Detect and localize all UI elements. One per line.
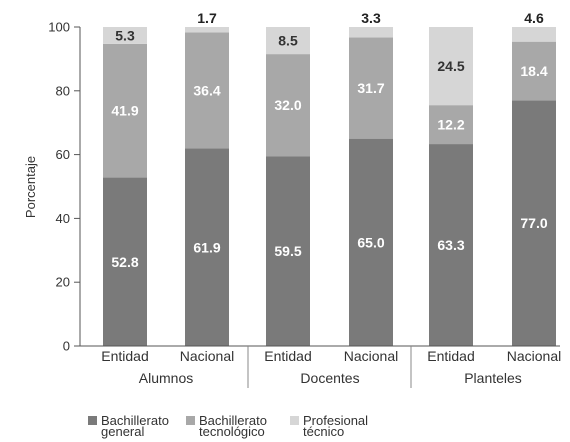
y-tick-label: 40 <box>56 211 70 226</box>
data-label: 4.6 <box>524 10 544 26</box>
legend-swatch <box>186 416 195 425</box>
data-label: 24.5 <box>437 58 464 74</box>
legend: BachilleratogeneralBachilleratotecnológi… <box>88 413 368 439</box>
y-tick-label: 60 <box>56 147 70 162</box>
bar-segment <box>429 105 473 145</box>
bar-segment <box>103 43 147 178</box>
y-tick-label: 100 <box>48 20 70 35</box>
data-label: 8.5 <box>278 33 298 49</box>
data-label: 63.3 <box>437 237 464 253</box>
data-label: 52.8 <box>111 254 138 270</box>
bar-segment <box>266 54 310 157</box>
data-label: 12.2 <box>437 117 464 133</box>
data-label: 41.9 <box>111 103 138 119</box>
bar-segment <box>266 156 310 346</box>
legend-label: técnico <box>303 424 344 439</box>
y-axis: 0 20 40 60 80 100 <box>48 20 81 354</box>
bar-segment <box>512 100 556 347</box>
data-label: 36.4 <box>193 82 220 98</box>
legend-label: Profesional <box>303 413 368 428</box>
data-label: 77.0 <box>520 215 547 231</box>
x-category-label: Entidad <box>427 348 474 364</box>
x-group-label: Docentes <box>300 370 359 386</box>
legend-swatch <box>88 416 97 425</box>
data-label: 65.0 <box>357 234 384 250</box>
data-label: 5.3 <box>115 27 135 43</box>
x-category-label: Entidad <box>101 348 148 364</box>
bar-segment <box>103 177 147 346</box>
x-category-label: Nacional <box>344 348 398 364</box>
data-label: 3.3 <box>361 10 381 26</box>
legend-label: Bachillerato <box>199 413 267 428</box>
data-label: 61.9 <box>193 239 220 255</box>
legend-label: Bachillerato <box>101 413 169 428</box>
x-group-label: Alumnos <box>139 370 193 386</box>
bar-segment <box>349 138 393 346</box>
data-label: 31.7 <box>357 80 384 96</box>
bar-segment <box>349 27 393 38</box>
bar-segment <box>185 32 229 149</box>
y-axis-title: Porcentaje <box>23 156 38 218</box>
x-category-label: Entidad <box>264 348 311 364</box>
bar-segment <box>429 144 473 346</box>
bar-segment <box>103 27 147 44</box>
bars: 52.8 41.9 5.3 61.9 36.4 1.7 59.5 32.0 8.5 65.0 31.… <box>103 10 556 347</box>
x-category-label: Nacional <box>507 348 561 364</box>
y-tick-label: 20 <box>56 275 70 290</box>
bar-segment <box>266 27 310 55</box>
bar-segment <box>185 27 229 33</box>
y-tick-label: 80 <box>56 83 70 98</box>
data-label: 1.7 <box>197 10 217 26</box>
bar-segment <box>349 37 393 139</box>
y-tick-label: 0 <box>63 339 70 354</box>
bar-segment <box>512 41 556 101</box>
bar-segment <box>429 27 473 106</box>
bar-segment <box>512 27 556 42</box>
data-label: 59.5 <box>274 243 301 259</box>
data-label: 18.4 <box>520 63 547 79</box>
legend-label: general <box>101 424 144 439</box>
x-category-label: Nacional <box>180 348 234 364</box>
x-group-label: Planteles <box>464 370 522 386</box>
x-axis: Entidad Nacional Entidad Nacional Entidad Nac… <box>74 345 561 388</box>
bar-segment <box>185 148 229 346</box>
legend-label: tecnológico <box>199 424 265 439</box>
legend-swatch <box>290 416 299 425</box>
data-label: 32.0 <box>274 97 301 113</box>
